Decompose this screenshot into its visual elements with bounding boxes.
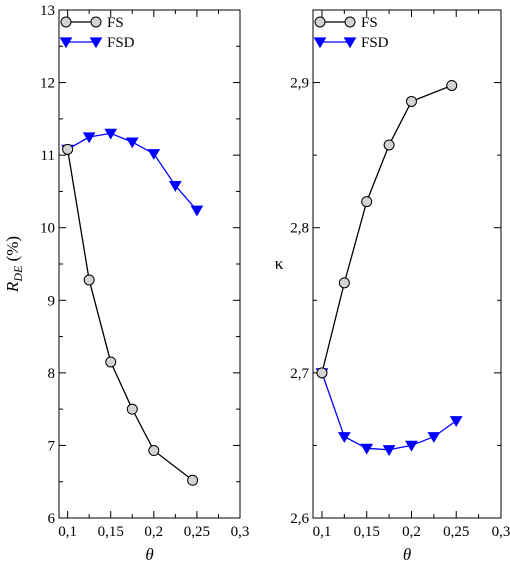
data-point xyxy=(361,196,373,208)
data-point xyxy=(82,132,96,144)
data-point xyxy=(104,128,118,140)
data-point xyxy=(190,205,204,217)
data-point xyxy=(125,137,139,149)
data-point xyxy=(83,274,95,286)
series-fs xyxy=(316,79,458,379)
data-point xyxy=(126,403,138,415)
y-tick-label: 6 xyxy=(48,511,56,527)
y-axis-title: κ xyxy=(275,254,284,273)
data-point xyxy=(147,149,161,160)
x-axis-title: θ xyxy=(403,545,411,564)
x-tick-label: 0,25 xyxy=(184,524,210,540)
y-tick-label: 10 xyxy=(40,221,55,237)
series-fsd xyxy=(61,128,204,217)
x-tick-label: 0,15 xyxy=(354,524,380,540)
legend: FS FSD xyxy=(59,15,135,51)
data-point xyxy=(337,432,351,443)
y-tick-label: 7 xyxy=(48,438,56,454)
plot-frame xyxy=(312,9,502,519)
y-tick-label: 2,7 xyxy=(290,366,309,382)
y-axis-title: RDE (%) xyxy=(3,236,25,293)
legend-marker xyxy=(313,37,327,49)
x-tick-label: 0,1 xyxy=(58,524,77,540)
y-tick-label: 2,8 xyxy=(290,221,309,237)
legend-label: FS xyxy=(361,15,378,31)
data-point xyxy=(382,445,396,456)
data-point xyxy=(383,139,395,151)
data-point xyxy=(187,474,199,486)
legend-marker xyxy=(59,37,73,49)
data-point xyxy=(148,445,160,457)
legend-marker xyxy=(344,16,356,28)
x-tick-label: 0,15 xyxy=(98,524,124,540)
series-fsd xyxy=(315,368,463,456)
data-point xyxy=(105,356,117,368)
data-point xyxy=(338,277,350,289)
data-point xyxy=(449,416,463,427)
y-tick-label: 11 xyxy=(41,148,55,164)
y-tick-label: 12 xyxy=(40,76,55,92)
panel-right: 0,1 0,15 0,2 0,25 0,3 2,6 2,7 2,8 2,9 θ κ FS FSD xyxy=(275,9,510,564)
data-point xyxy=(360,443,374,455)
x-tick-label: 0,3 xyxy=(231,524,250,540)
x-tick-label: 0,3 xyxy=(492,524,510,540)
data-point xyxy=(446,79,458,91)
y-tick-label: 13 xyxy=(40,3,55,19)
legend: FS FSD xyxy=(313,15,389,51)
data-point xyxy=(427,432,441,443)
data-point xyxy=(316,367,328,379)
x-tick-label: 0,2 xyxy=(402,524,421,540)
y-tick-label: 8 xyxy=(48,366,56,382)
legend-marker xyxy=(314,16,326,28)
series-fs xyxy=(62,143,199,486)
data-point xyxy=(62,143,74,155)
legend-marker xyxy=(343,37,357,49)
y-tick-label: 2,9 xyxy=(290,76,309,92)
legend-label: FS xyxy=(107,15,124,31)
series-line xyxy=(321,84,453,374)
data-point xyxy=(168,180,182,192)
legend-marker xyxy=(60,16,72,28)
legend-marker xyxy=(89,37,103,49)
legend-marker xyxy=(90,16,102,28)
data-point xyxy=(405,440,418,452)
x-tick-label: 0,2 xyxy=(144,524,163,540)
legend-label: FSD xyxy=(107,35,135,51)
x-axis-title: θ xyxy=(145,545,153,564)
data-point xyxy=(405,95,417,107)
x-tick-label: 0,1 xyxy=(313,524,332,540)
y-tick-label: 9 xyxy=(48,293,56,309)
legend-label: FSD xyxy=(361,35,389,51)
y-tick-label: 2,6 xyxy=(290,511,309,527)
series-line xyxy=(66,149,193,481)
x-tick-label: 0,25 xyxy=(443,524,469,540)
